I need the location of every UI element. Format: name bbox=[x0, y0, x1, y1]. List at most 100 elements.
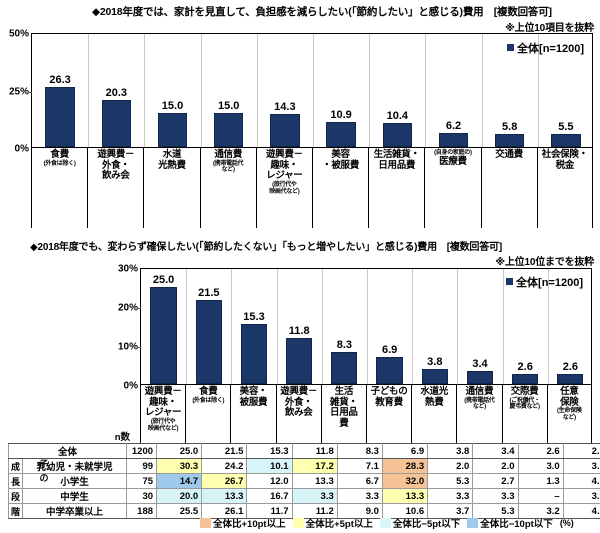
x-axis-category-line: (旅行代や bbox=[150, 418, 176, 425]
y-axis-tick-label: 10% bbox=[117, 341, 138, 353]
x-axis-category-line: 趣味・ bbox=[270, 159, 299, 171]
bar bbox=[157, 112, 188, 147]
x-axis-category-line: 飲み会 bbox=[284, 407, 313, 419]
bar bbox=[150, 286, 177, 384]
group-label-char: 子 bbox=[39, 459, 49, 469]
x-axis-category-8: 通信費 (携帯電話代 など) bbox=[456, 385, 501, 443]
table-cell-value: 9.0 bbox=[336, 503, 383, 519]
x-axis-category-7: 生活雑貨・ 日用品費 bbox=[368, 148, 424, 228]
x-axis-category-line: 遊興費－ bbox=[144, 386, 182, 397]
x-axis-category-line: 教育費 bbox=[375, 396, 403, 408]
x-axis-category-line: 食費 bbox=[50, 149, 69, 160]
table-cell-value: 3.0 bbox=[517, 458, 564, 474]
table-cell-value: 2.0 bbox=[472, 458, 519, 474]
gridline bbox=[200, 34, 202, 147]
gridline bbox=[367, 269, 368, 384]
x-axis-category-line: (ご祝儀代・ bbox=[509, 397, 540, 404]
x-axis-category-9: 交際費 (ご祝儀代・ 慶弔費など) bbox=[501, 385, 547, 443]
x-axis-category-line: など) bbox=[221, 167, 235, 174]
table-row-label: 全体 bbox=[7, 443, 128, 459]
gridline bbox=[321, 269, 323, 384]
table-cell-value: 3.3 bbox=[562, 488, 600, 504]
x-axis-category-line: 税金 bbox=[555, 159, 575, 171]
x-axis-category-line: (外食は除く) bbox=[43, 160, 76, 167]
table-cell-n: 75 bbox=[126, 473, 158, 489]
x-axis-category-line: 遊興費－ bbox=[97, 149, 135, 160]
table-group-label-char: 段 bbox=[8, 488, 23, 504]
x-axis-category-line: 通信費 bbox=[465, 386, 494, 397]
color-key-label: 全体比+5pt以上 bbox=[305, 519, 373, 530]
table-row-label: 小学生 bbox=[21, 473, 128, 489]
table-cell-value: 3.3 bbox=[336, 488, 383, 504]
x-axis-category-line: 医療費 bbox=[439, 155, 467, 167]
x-axis-category-line: 外食・ bbox=[101, 159, 130, 171]
x-axis-category-line: 生活 bbox=[334, 386, 354, 397]
bar bbox=[382, 123, 412, 147]
chart2-note: ※上位10位までを抜粋 bbox=[495, 257, 594, 268]
x-axis-category-9: 交通費 bbox=[480, 148, 537, 228]
x-axis-category-line: レジャー bbox=[144, 407, 182, 419]
bar bbox=[331, 351, 358, 384]
table-cell-value: 14.7 bbox=[156, 473, 203, 489]
table-group-label-ko-no: 子の bbox=[36, 457, 52, 485]
table-group-label-char: 階 bbox=[8, 503, 23, 519]
gridline bbox=[412, 269, 414, 384]
x-axis-category-line: 保険 bbox=[560, 396, 579, 408]
color-key-label: 全体比+10pt以上 bbox=[213, 519, 286, 530]
bar bbox=[495, 133, 525, 147]
x-axis-category-line: (外食は除く) bbox=[192, 397, 225, 404]
x-axis-category-line: 飲み会 bbox=[101, 170, 130, 182]
x-axis-category-line: 水道光 bbox=[420, 386, 449, 397]
chart1-title: ◆2018年度では、家計を見直して、負担感を減らしたい(「節約したい」と感じる)… bbox=[92, 6, 552, 18]
x-axis-category-1: 食費 (外食は除く) bbox=[31, 148, 87, 228]
x-axis-category-5: 生活 雑貨・ 日用品費 bbox=[320, 385, 366, 443]
table-cell-value: 3.7 bbox=[427, 503, 474, 519]
table-unit-label: (%) bbox=[559, 518, 574, 528]
table-header-n: n数 bbox=[114, 432, 130, 443]
bar bbox=[45, 86, 75, 147]
table-cell-value: 21.5 bbox=[201, 443, 248, 459]
cross-tab-table: 全体120025.021.515.311.88.36.93.83.42.62.6… bbox=[7, 443, 600, 519]
table-row-label: 中学生 bbox=[21, 488, 128, 504]
chart1-x-axis-labels: 食費 (外食は除く) 遊興費－ 外食・ 飲み会 水道 光熱費 通信費 (携帯電話代 など) 遊興費－… bbox=[31, 148, 593, 228]
table-cell-value: 3.4 bbox=[472, 443, 519, 459]
bar-value-label: 10.4 bbox=[386, 110, 409, 123]
table-cell-n: 99 bbox=[126, 458, 158, 474]
color-key-label: 全体比−10pt以下 bbox=[480, 519, 553, 530]
table-cell-n: 1200 bbox=[126, 443, 158, 459]
bar bbox=[376, 357, 403, 384]
x-axis-category-line: 食費 bbox=[199, 386, 218, 397]
table-group-label-char: 成 bbox=[8, 458, 23, 474]
bar-value-label: 15.0 bbox=[161, 99, 184, 112]
table-cell-value: 28.3 bbox=[381, 458, 429, 474]
x-axis-category-line: 子どもの bbox=[370, 386, 408, 397]
x-axis-category-line: 外食・ bbox=[284, 396, 313, 408]
x-axis-category-line: 美容 bbox=[331, 149, 350, 160]
bar-value-label: 3.8 bbox=[427, 356, 443, 369]
gridline bbox=[88, 34, 90, 147]
x-axis-category-line: ・被服費 bbox=[322, 159, 359, 171]
bar-value-label: 15.0 bbox=[217, 99, 240, 112]
bar-value-label: 20.3 bbox=[105, 87, 128, 100]
legend-swatch-icon bbox=[507, 44, 515, 51]
table-row-label: 中学卒業以上 bbox=[21, 503, 128, 519]
table-cell-value: 20.0 bbox=[156, 488, 203, 504]
table-cell-n: 188 bbox=[126, 503, 158, 519]
gridline bbox=[276, 269, 278, 384]
x-axis-category-line: 生活雑貨・ bbox=[373, 149, 420, 160]
table-cell-value: 30.3 bbox=[156, 458, 203, 474]
gridline bbox=[425, 34, 427, 147]
bar-value-label: 6.9 bbox=[381, 344, 398, 357]
bar-value-label: 10.9 bbox=[330, 108, 352, 121]
bar bbox=[240, 324, 268, 384]
table-cell-value: 24.2 bbox=[201, 458, 248, 474]
bar-value-label: 14.3 bbox=[274, 101, 296, 114]
table-cell-value: 2.6 bbox=[562, 443, 600, 459]
x-axis-category-line: 日用品費 bbox=[378, 159, 416, 171]
bar bbox=[214, 112, 244, 147]
gridline bbox=[231, 269, 233, 384]
x-axis-category-line: 趣味・ bbox=[149, 396, 177, 408]
table-cell-value: 1.3 bbox=[517, 473, 564, 489]
